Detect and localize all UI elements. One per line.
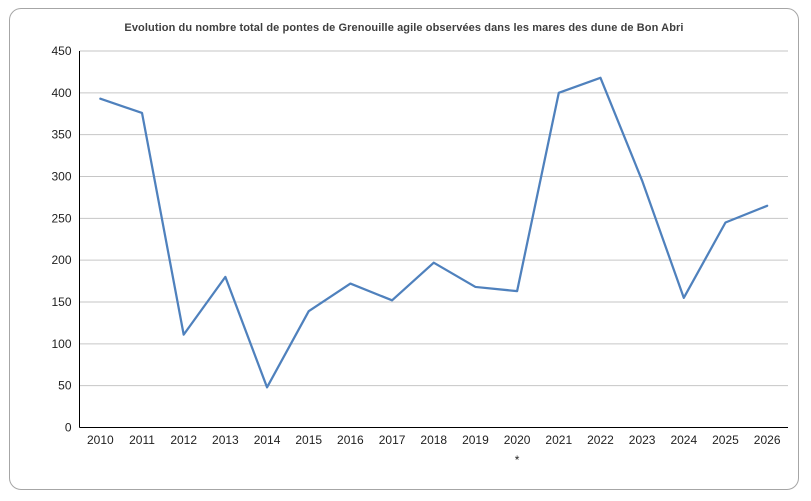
x-tick-label: 2024 — [670, 433, 697, 447]
x-tick-label: 2026 — [754, 433, 781, 447]
x-tick-label: 2020 — [504, 433, 531, 447]
y-tick-label: 100 — [51, 337, 71, 351]
x-tick-label: 2011 — [129, 433, 155, 447]
x-tick-label: 2017 — [379, 433, 406, 447]
x-axis-note-asterisk: * — [515, 453, 520, 467]
x-tick-label: 2014 — [254, 433, 281, 447]
x-tick-label: 2023 — [629, 433, 656, 447]
data-series-line — [99, 76, 769, 389]
y-tick-label: 300 — [51, 170, 71, 184]
x-tick-label: 2010 — [87, 433, 114, 447]
y-tick-label: 0 — [65, 421, 72, 435]
x-tick-label: 2019 — [462, 433, 489, 447]
y-tick-label: 150 — [51, 295, 71, 309]
x-tick-label: 2016 — [337, 433, 364, 447]
y-tick-label: 250 — [51, 211, 71, 225]
y-tick-label: 350 — [51, 128, 71, 142]
x-tick-label: 2013 — [212, 433, 239, 447]
x-tick-label: 2012 — [170, 433, 197, 447]
x-tick-label: 2022 — [587, 433, 614, 447]
x-tick-label: 2015 — [295, 433, 322, 447]
y-tick-label: 400 — [51, 86, 71, 100]
chart-title: Evolution du nombre total de pontes de G… — [124, 22, 684, 34]
x-tick-label: 2018 — [420, 433, 447, 447]
y-tick-label: 200 — [51, 253, 71, 267]
y-tick-label: 450 — [51, 44, 71, 58]
y-tick-label: 50 — [58, 379, 72, 393]
x-tick-label: 2021 — [545, 433, 572, 447]
x-tick-label: 2025 — [712, 433, 739, 447]
